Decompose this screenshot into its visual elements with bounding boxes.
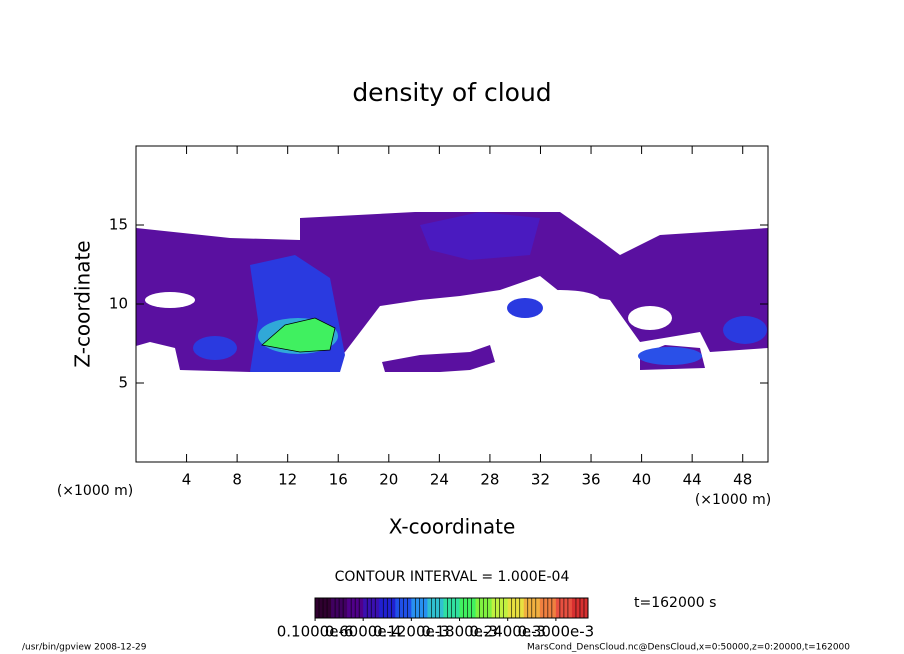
cloud-region <box>507 298 543 318</box>
y-tick-label: 5 <box>118 374 128 392</box>
cloud-region <box>382 345 495 372</box>
chart-title: density of cloud <box>352 78 551 107</box>
x-tick-label: 40 <box>632 471 651 489</box>
footer-left: /usr/bin/gpview 2008-12-29 <box>22 643 147 653</box>
x-tick-label: 28 <box>480 471 499 489</box>
time-label: t=162000 s <box>634 595 716 611</box>
x-tick-label: 32 <box>531 471 550 489</box>
cloud-region <box>723 316 767 344</box>
gap <box>628 306 672 330</box>
x-tick-label: 48 <box>733 471 752 489</box>
gap <box>390 308 510 336</box>
y-tick-label: 10 <box>109 295 128 313</box>
gap <box>145 292 195 308</box>
colorbar-tick-label: 0.2400e-3 <box>469 623 546 641</box>
y-unit: (×1000 m) <box>57 483 133 499</box>
x-tick-label: 36 <box>581 471 600 489</box>
colorbar-tick-label: 0.6000e-4 <box>325 623 402 641</box>
cloud-region <box>420 212 540 260</box>
x-axis-label: X-coordinate <box>389 515 516 539</box>
cloud-region <box>638 347 702 365</box>
x-tick-label: 44 <box>683 471 702 489</box>
contour-interval: CONTOUR INTERVAL = 1.000E-04 <box>335 569 570 585</box>
x-unit: (×1000 m) <box>695 492 771 508</box>
y-axis-label: Z-coordinate <box>71 240 95 367</box>
x-tick-label: 4 <box>182 471 192 489</box>
colorbar-tick-label: 0.1800e-3 <box>421 623 498 641</box>
x-tick-label: 24 <box>430 471 449 489</box>
footer-right: MarsCond_DensCloud.nc@DensCloud,x=0:5000… <box>527 643 850 653</box>
colorbar-frame <box>314 597 589 619</box>
colorbar-tick-label: 0.1000e-6 <box>277 623 354 641</box>
x-tick-label: 12 <box>278 471 297 489</box>
cloud-field <box>136 212 768 372</box>
x-tick-label: 8 <box>232 471 242 489</box>
cloud-region <box>193 336 237 360</box>
colorbar-tick-label: 0.3000e-3 <box>518 623 595 641</box>
colorbar-tick-label: 0.1200e-3 <box>373 623 450 641</box>
x-tick-label: 16 <box>329 471 348 489</box>
x-tick-label: 20 <box>379 471 398 489</box>
cloud-core <box>261 317 336 353</box>
y-tick-label: 15 <box>109 216 128 234</box>
